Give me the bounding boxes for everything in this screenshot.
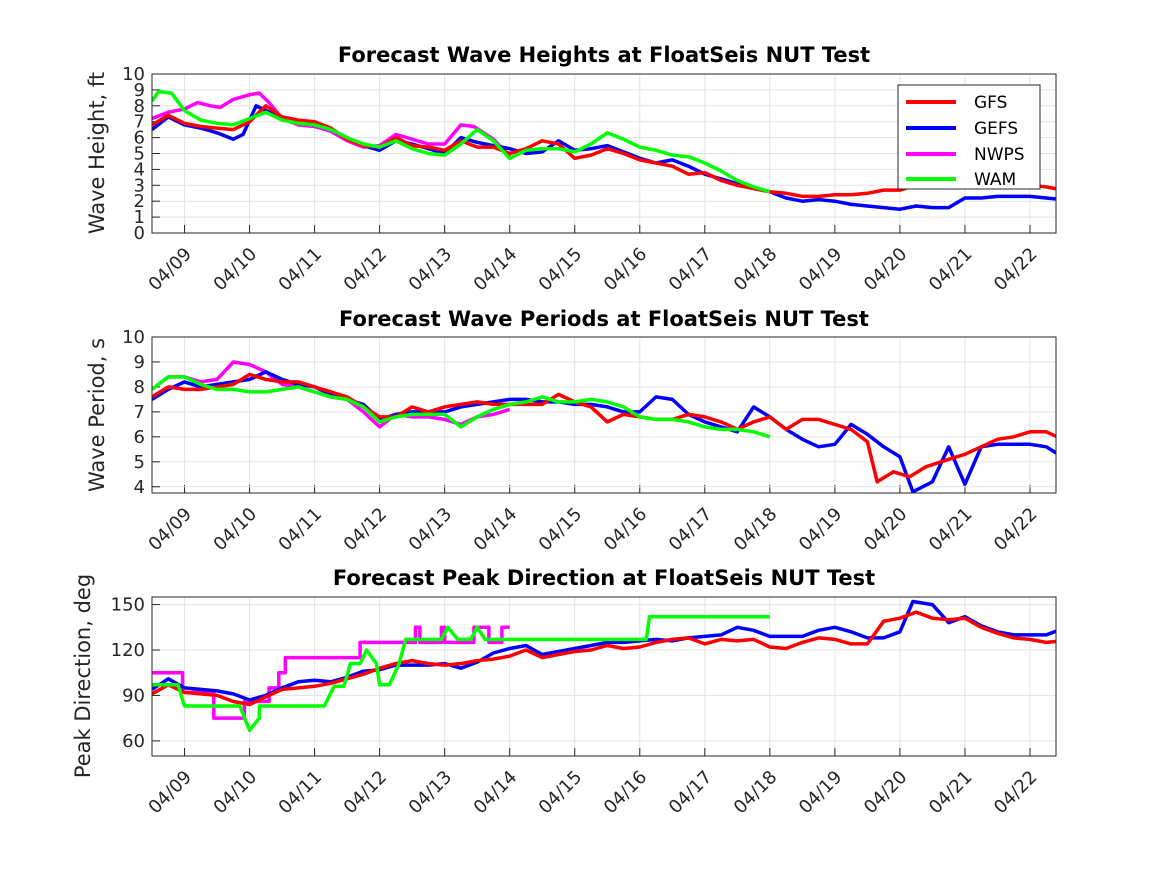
y-tick-label: 6 [134, 427, 145, 448]
y-tick-label: 4 [134, 159, 145, 180]
y-tick-labels: 4 5 6 7 8 9 10 [122, 327, 145, 498]
chart-title: Forecast Peak Direction at FloatSeis NUT… [333, 566, 875, 590]
series-lines [152, 360, 1056, 493]
y-tick-label: 8 [134, 377, 145, 398]
plot-box [151, 596, 1057, 757]
y-tick-label: 150 [111, 595, 145, 616]
y-tick-label: 9 [134, 80, 145, 101]
y-tick-label: 7 [134, 402, 145, 423]
y-tick-label: 5 [134, 452, 145, 473]
series-line-gefs [152, 599, 1056, 702]
chart-title: Forecast Wave Heights at FloatSeis NUT T… [338, 43, 870, 67]
y-tick-label: 9 [134, 352, 145, 373]
plot-box [151, 336, 1057, 494]
series-line-wam [152, 89, 771, 194]
y-tick-label: 6 [134, 128, 145, 149]
legend-label-wam: WAM [974, 170, 1016, 190]
y-tick-label: 120 [111, 640, 145, 661]
plot-box [151, 73, 1057, 234]
y-tick-label: 1 [134, 207, 145, 228]
panel-wave-heights: Forecast Wave Heights at FloatSeis NUT T… [85, 43, 1057, 295]
y-axis-label: Wave Height, ft [85, 72, 109, 234]
legend-label-gefs: GEFS [974, 119, 1018, 139]
y-tick-label: 5 [134, 144, 145, 165]
series-line-gfs [152, 610, 1056, 707]
y-tick-label: 10 [122, 64, 145, 85]
chart-title: Forecast Wave Periods at FloatSeis NUT T… [339, 307, 869, 331]
series-line-wam [152, 375, 771, 439]
y-tick-labels: 60 90 120 150 [111, 595, 145, 752]
y-tick-label: 60 [122, 731, 145, 752]
y-tick-label: 0 [134, 223, 145, 244]
series-lines [152, 599, 1056, 733]
y-tick-label: 10 [122, 327, 145, 348]
legend-label-gfs: GFS [974, 93, 1007, 113]
y-axis-label: Peak Direction, deg [71, 574, 95, 778]
y-tick-label: 7 [134, 112, 145, 133]
y-tick-label: 8 [134, 96, 145, 117]
y-tick-label: 2 [134, 191, 145, 212]
y-tick-label: 3 [134, 175, 145, 196]
legend: GFS GEFS NWPS WAM [897, 84, 1041, 190]
series-group [152, 599, 1056, 733]
y-axis-label: Wave Period, s [85, 338, 109, 492]
legend-label-nwps: NWPS [974, 145, 1025, 165]
series-line-gfs [152, 372, 1056, 484]
y-tick-label: 90 [122, 685, 145, 706]
series-line-wam [152, 614, 770, 733]
series-group [152, 360, 1056, 493]
y-tick-label: 4 [134, 477, 145, 498]
